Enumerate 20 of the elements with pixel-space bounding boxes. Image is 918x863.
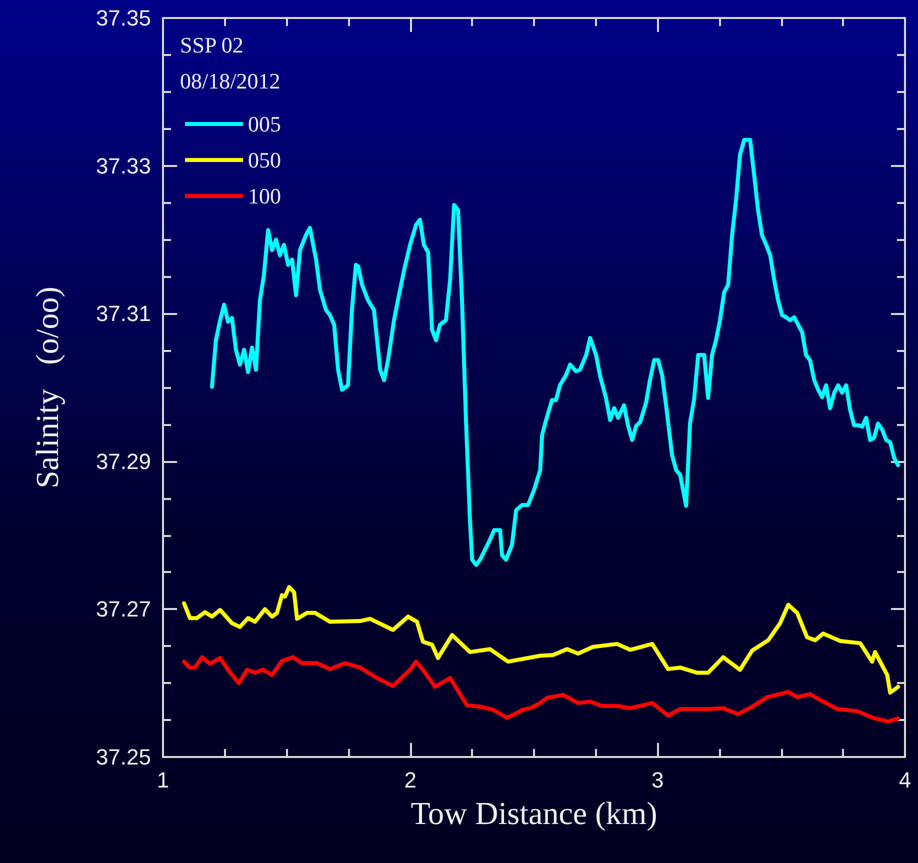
x-tick-label: 2 [404,768,416,792]
y-tick-label: 37.25 [96,744,151,770]
annotation: 08/18/2012 [180,68,280,94]
legend-title: SSP 02 [180,32,244,58]
line-series [182,655,900,724]
x-tick-label: 4 [898,768,912,792]
x-tick-label: 3 [652,768,664,792]
y-tick-label: 37.29 [96,448,151,474]
legend-label: 100 [248,184,281,208]
x-axis-title: Tow Distance (km) [410,795,658,831]
legend-label: 050 [248,148,281,172]
line-series [210,138,900,567]
y-tick-label: 37.35 [96,6,151,30]
y-tick-label: 37.27 [96,596,151,622]
y-tick-label: 37.31 [96,301,151,326]
x-tick-label: 1 [156,768,170,792]
y-tick-label: 37.33 [96,153,151,178]
legend-label: 005 [248,112,281,136]
line-series [182,585,900,695]
y-axis-title: Salinity (o/oo) [29,286,65,488]
